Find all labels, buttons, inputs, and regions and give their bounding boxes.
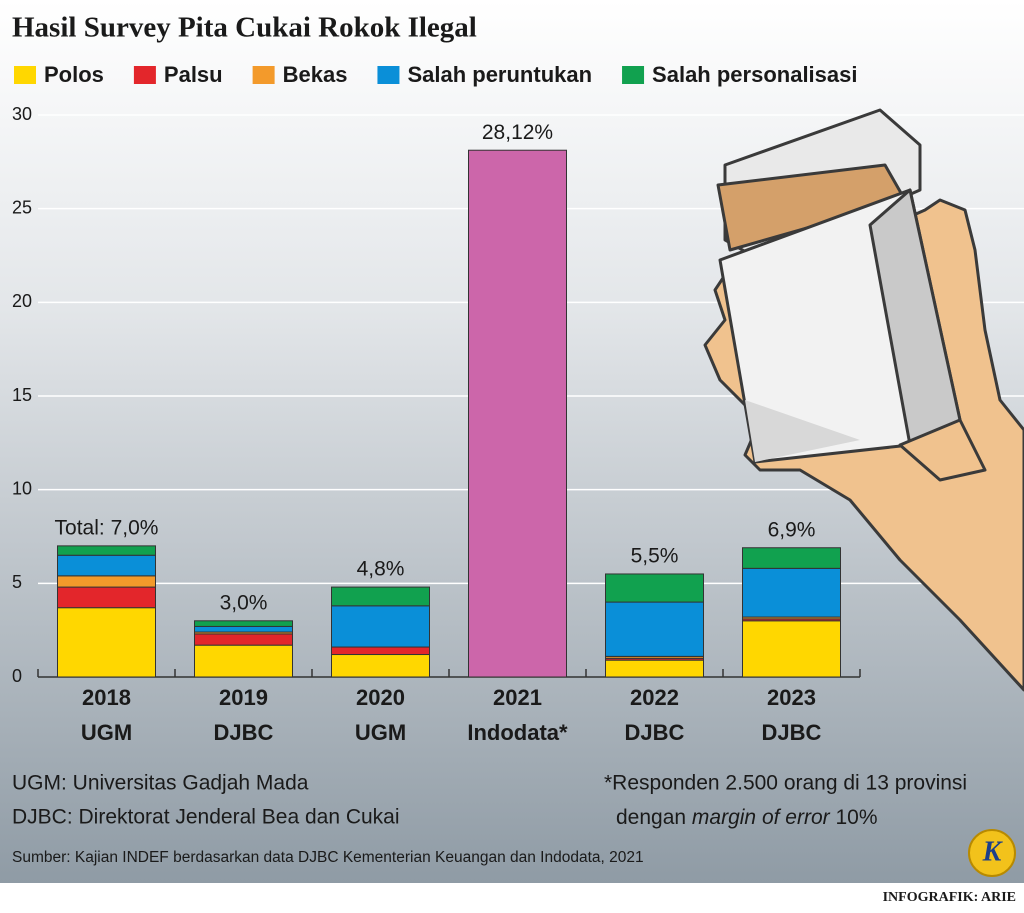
note: dengan margin of error 10% (616, 806, 878, 829)
total-label: 28,12% (482, 121, 553, 144)
legend-swatch (622, 66, 645, 84)
bar-segment (331, 605, 430, 648)
legend-swatch (252, 66, 275, 84)
note: DJBC: Direktorat Jenderal Bea dan Cukai (12, 806, 400, 829)
x-tick-label: 2018 (82, 685, 131, 710)
legend-swatch (14, 66, 36, 84)
x-tick-label: UGM (355, 720, 406, 745)
bar-segment (331, 586, 430, 607)
credit: INFOGRAFIK: ARIE (883, 890, 1016, 905)
bar-segment (194, 620, 293, 627)
y-tick-label: 15 (12, 385, 32, 405)
note: UGM: Universitas Gadjah Mada (12, 772, 309, 795)
note: *Responden 2.500 orang di 13 provinsi (604, 772, 967, 795)
total-label: 5,5% (631, 545, 679, 568)
legend-label: Salah peruntukan (407, 62, 592, 87)
x-tick-label: Indodata* (467, 720, 568, 745)
x-tick-label: DJBC (214, 720, 274, 745)
illustration (703, 108, 1024, 692)
bar-segment (57, 586, 156, 609)
legend: Polos Palsu Bekas Salah peruntukan Salah per… (14, 62, 857, 87)
logo-badge (968, 829, 1016, 877)
bar-segment (194, 633, 293, 646)
footer-strip (0, 883, 1024, 908)
bar-segment (605, 601, 704, 657)
x-tick-label: DJBC (625, 720, 685, 745)
y-tick-label: 5 (12, 572, 22, 592)
legend-swatch (377, 66, 400, 84)
y-tick-label: 30 (12, 104, 32, 124)
x-tick-label: UGM (81, 720, 132, 745)
x-tick-label: 2020 (356, 685, 405, 710)
bar-segment (57, 554, 156, 577)
chart-title: Hasil Survey Pita Cukai Rokok Ilegal (12, 12, 477, 44)
bar-segment (194, 625, 293, 633)
y-tick-label: 20 (12, 291, 32, 311)
bar-segment (194, 644, 293, 678)
x-tick-label: 2019 (219, 685, 268, 710)
logo: K (982, 836, 1004, 867)
y-tick-label: 25 (12, 197, 32, 217)
legend-label: Bekas (283, 62, 348, 87)
legend-swatch (133, 66, 156, 84)
legend-label: Polos (44, 62, 104, 87)
x-tick-label: DJBC (762, 720, 822, 745)
bar-segment (742, 567, 841, 618)
y-tick-label: 0 (12, 666, 22, 686)
source: Sumber: Kajian INDEF berdasarkan data DJ… (12, 849, 644, 866)
bar-segment (742, 547, 841, 569)
x-tick-label: 2021 (493, 685, 542, 710)
plot: 0 5 10 15 20 25 30 Total: 7,0% 2018 UGM 3,0% 2019 DJ… (12, 104, 861, 745)
total-label: 4,8% (357, 558, 405, 581)
bar-segment (57, 607, 156, 678)
total-label: 3,0% (220, 591, 268, 614)
bar-segment (331, 654, 430, 678)
total-label: 6,9% (768, 518, 816, 541)
bar-segment (742, 620, 841, 678)
y-tick-label: 10 (12, 478, 32, 498)
bar-segment (57, 575, 156, 588)
bar-segment (605, 573, 704, 603)
legend-label: Palsu (164, 62, 223, 87)
bar-segment (57, 545, 156, 556)
legend-label: Salah personalisasi (652, 62, 857, 87)
bar-segment (331, 646, 430, 656)
bar-segment (605, 659, 704, 678)
bar-segment (468, 149, 567, 678)
x-tick-label: 2022 (630, 685, 679, 710)
x-tick-label: 2023 (767, 685, 816, 710)
total-label: Total: 7,0% (55, 516, 159, 539)
